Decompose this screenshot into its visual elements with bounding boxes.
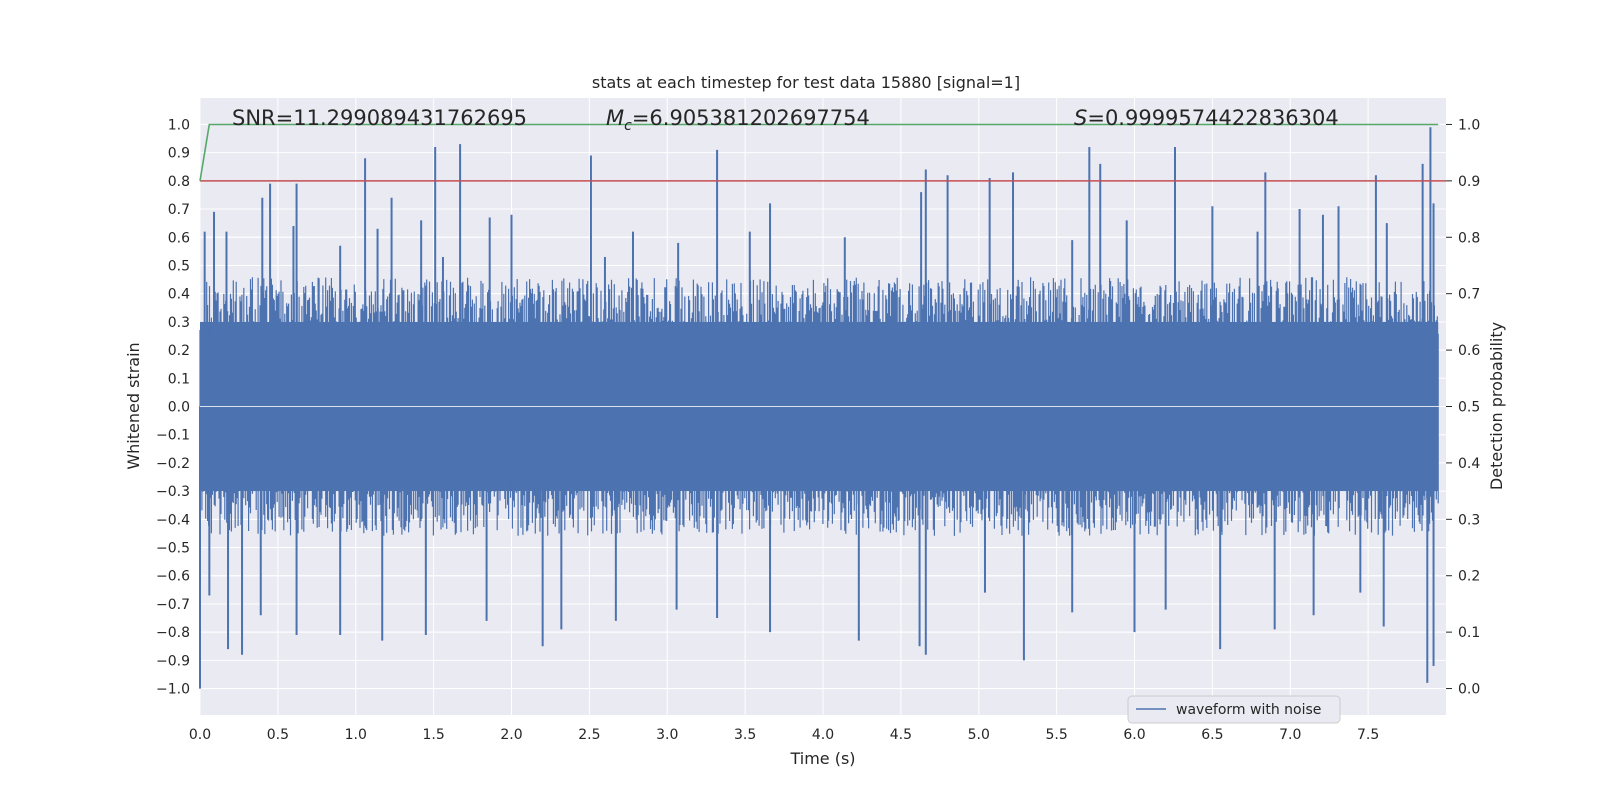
y2-tick-label: 0.3 [1458,512,1480,528]
y-tick-label: 0.1 [168,371,190,387]
x-tick-label: 6.0 [1123,727,1145,743]
x-tick-label: 2.5 [578,727,600,743]
x-tick-label: 1.5 [422,727,444,743]
y-axis-label: Whitened strain [124,342,143,469]
x-tick-label: 5.5 [1045,727,1067,743]
score-symbol: S [1074,106,1087,130]
legend-box [1127,695,1341,724]
chart-title: stats at each timestep for test data 158… [592,73,1020,92]
y-tick-label: 0.4 [168,287,190,303]
y2-tick-label: 0.2 [1458,569,1480,585]
detection-probability-line [199,123,1439,182]
snr-annotation: SNR=11.299089431762695 [232,106,527,130]
y-tick-label: −0.1 [156,428,190,444]
chirp-mass-value: =6.905381202697754 [632,106,870,130]
x-axis-label: Time (s) [789,749,855,768]
y-tick-label: 0.6 [168,230,190,246]
chirp-mass-symbol: M [606,106,624,130]
x-tick-label: 0.0 [189,727,211,743]
y2-tick-label: 0.1 [1458,625,1480,641]
score-value: =0.9999574422836304 [1087,106,1338,130]
x-tick-label: 5.0 [968,727,990,743]
right-axis-ticks: 1.0 0.9 0.8 0.7 0.6 0.5 0.4 0.3 0.2 0.1 0.0 [1446,117,1480,698]
y-tick-label: −0.4 [156,512,190,528]
legend: waveform with noise [1127,695,1341,724]
y2-tick-label: 0.5 [1458,400,1480,416]
y2-tick-label: 0.4 [1458,456,1480,472]
x-tick-label: 6.5 [1201,727,1223,743]
x-tick-label: 3.5 [734,727,756,743]
chirp-mass-subscript: c [624,118,632,134]
x-tick-label: 7.0 [1279,727,1301,743]
y-tick-label: 0.5 [168,258,190,274]
y-tick-label: 0.9 [168,146,190,162]
y2-tick-label: 0.7 [1458,287,1480,303]
y2-tick-label: 0.9 [1458,174,1480,190]
y-tick-label: −0.3 [156,484,190,500]
x-tick-label: 0.5 [267,727,289,743]
x-tick-label: 4.5 [890,727,912,743]
x-axis-ticks: 0.0 0.5 1.0 1.5 2.0 2.5 3.0 3.5 4.0 4.5 5.0 5.5 6.0 6… [189,727,1379,743]
score-annotation: S=0.9999574422836304 [1074,106,1339,130]
x-tick-label: 3.0 [656,727,678,743]
y2-axis-label: Detection probability [1487,322,1506,490]
chirp-mass-annotation: Mc=6.905381202697754 [606,106,870,134]
y-tick-label: 1.0 [168,117,190,133]
y-tick-label: 0.3 [168,315,190,331]
left-axis-ticks: 1.0 0.9 0.8 0.7 0.6 0.5 0.4 0.3 0.2 0.1 0.0 −0.1 −0.… [156,117,190,697]
y2-tick-label: 0.6 [1458,343,1480,359]
y-tick-label: −0.8 [156,625,190,641]
y-tick-label: 0.8 [168,174,190,190]
plot-series [199,123,1446,689]
x-tick-label: 2.0 [500,727,522,743]
y-tick-label: 0.0 [168,400,190,416]
y-tick-label: −0.7 [156,597,190,613]
y-tick-label: −1.0 [156,682,190,698]
y-tick-label: −0.6 [156,569,190,585]
y-tick-label: −0.9 [156,653,190,669]
y2-tick-label: 0.0 [1458,682,1480,698]
legend-label-waveform: waveform with noise [1176,702,1321,718]
y-tick-label: 0.7 [168,202,190,218]
x-tick-label: 1.0 [345,727,367,743]
y-tick-label: −0.5 [156,541,190,557]
y-tick-label: 0.2 [168,343,190,359]
x-tick-label: 7.5 [1357,727,1379,743]
y2-tick-label: 0.8 [1458,230,1480,246]
y-tick-label: −0.2 [156,456,190,472]
y2-tick-label: 1.0 [1458,117,1480,133]
x-tick-label: 4.0 [812,727,834,743]
